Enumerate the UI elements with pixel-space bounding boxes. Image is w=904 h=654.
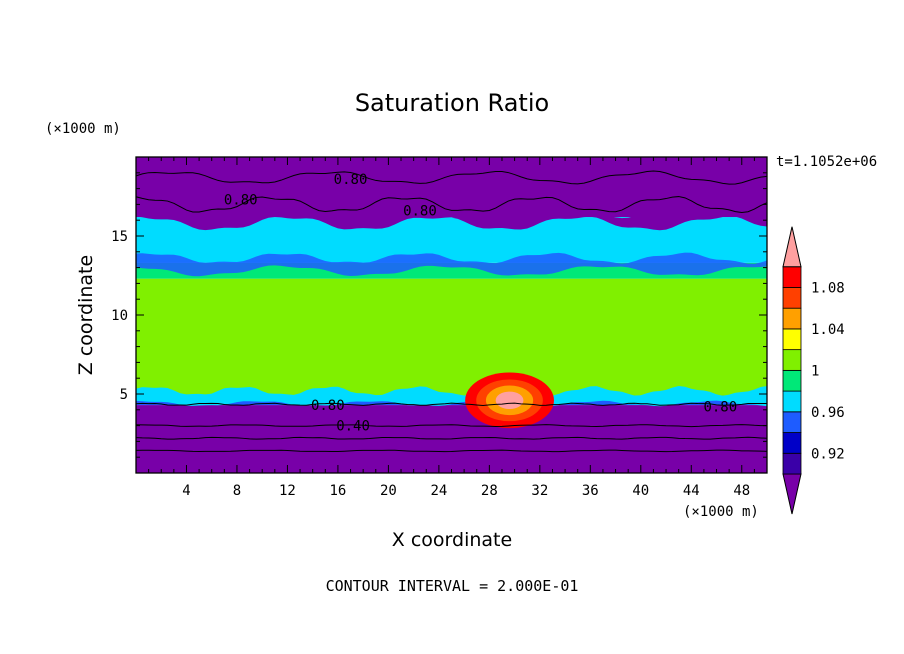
chart-title: Saturation Ratio [355, 89, 549, 117]
x-tick-label: 24 [430, 483, 447, 499]
colorbar-segment [782, 307, 802, 330]
x-tick-label: 44 [683, 483, 700, 499]
y-tick-label: 15 [111, 229, 128, 245]
x-tick-label: 12 [279, 483, 296, 499]
colorbar-segment [782, 266, 802, 288]
time-label: t=1.1052e+06 [776, 154, 877, 170]
contour-line-4 [136, 436, 767, 440]
field-band-2 [136, 278, 767, 396]
warm-core-3 [495, 391, 524, 410]
contour-line-0 [136, 170, 767, 185]
colorbar-over-triangle [782, 226, 802, 268]
contour-label-5: 0.40 [336, 419, 370, 435]
contour-label-2: 0.80 [403, 204, 437, 220]
colorbar-segment [782, 369, 802, 392]
colorbar-tick-label: 0.92 [811, 446, 845, 462]
colorbar-tick-label: 0.96 [811, 405, 845, 421]
x-tick-label: 40 [632, 483, 649, 499]
y-tick-label: 10 [111, 308, 128, 324]
colorbar-segment [782, 411, 802, 433]
colorbar: 0.92 0.96 1 1.04 1.08 [782, 226, 845, 515]
x-tick-label: 20 [380, 483, 397, 499]
y-axis-unit: (×1000 m) [45, 121, 121, 137]
y-tick-label: 5 [120, 387, 128, 403]
cloud-base-layer [136, 385, 767, 407]
contour-label-3: 0.80 [311, 398, 345, 414]
y-axis-ticks: 5 10 15 [111, 172, 767, 458]
colorbar-segment [782, 349, 802, 371]
x-tick-label: 16 [329, 483, 346, 499]
x-tick-label: 8 [233, 483, 241, 499]
contour-line-2 [136, 402, 767, 406]
y-axis-label: Z coordinate [75, 255, 97, 375]
contour-lines [136, 170, 767, 453]
x-tick-label: 28 [481, 483, 498, 499]
mid-blue-layer [136, 252, 767, 277]
x-tick-label: 48 [733, 483, 750, 499]
contour-interval-label: CONTOUR INTERVAL = 2.000E-01 [326, 577, 579, 595]
contour-label-4: 0.80 [703, 400, 737, 416]
contour-line-5 [136, 449, 767, 453]
x-tick-label: 32 [531, 483, 548, 499]
colorbar-under-triangle [782, 473, 802, 515]
contour-line-3 [136, 424, 767, 428]
colorbar-segment [782, 390, 802, 413]
x-tick-label: 36 [582, 483, 599, 499]
colorbar-segment [782, 328, 802, 351]
colorbar-tick-label: 1.04 [811, 322, 845, 338]
x-axis-unit: (×1000 m) [683, 504, 759, 520]
colorbar-segment [782, 287, 802, 309]
contour-label-1: 0.80 [224, 193, 258, 209]
colorbar-tick-label: 1 [811, 363, 819, 379]
x-axis-label: X coordinate [392, 529, 512, 551]
x-tick-label: 4 [182, 483, 190, 499]
colorbar-segment [782, 432, 802, 454]
x-axis-ticks: 4 8 12 16 20 24 28 32 36 40 44 48 [148, 157, 755, 499]
contour-labels: 0.80 0.80 0.80 0.80 0.80 0.40 [224, 172, 737, 434]
colorbar-segment [782, 452, 802, 475]
contour-line-1 [136, 196, 767, 214]
contour-label-0: 0.80 [334, 172, 368, 188]
upper-dry-layer [136, 199, 767, 231]
colorbar-tick-label: 1.08 [811, 280, 845, 296]
contour-field [136, 157, 767, 473]
